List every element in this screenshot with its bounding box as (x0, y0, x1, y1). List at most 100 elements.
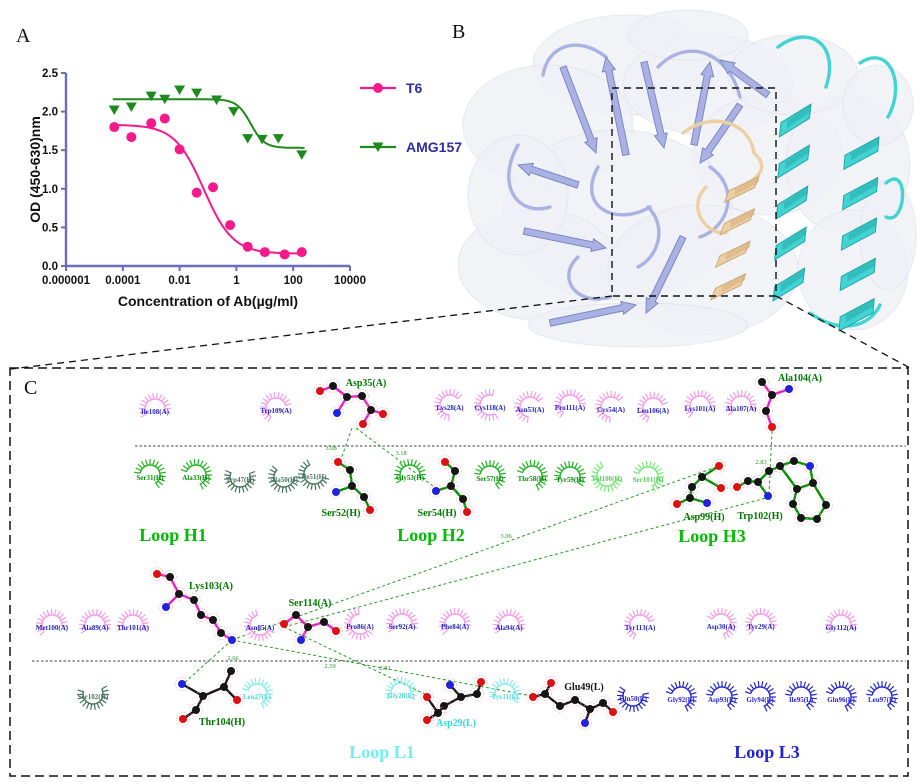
atom-halo (340, 390, 354, 404)
arc-spoke (282, 395, 288, 401)
atom-halo (225, 633, 239, 647)
arc-spoke (684, 682, 689, 689)
atom-C (686, 494, 694, 502)
atom-C (473, 690, 481, 698)
data-point-T6 (296, 247, 307, 258)
arc-spoke (145, 459, 148, 466)
arc-spoke (394, 609, 399, 616)
atom-C (822, 501, 830, 509)
cyan-helix-1-coil-back (782, 227, 807, 251)
atom-C (367, 406, 375, 414)
arc-spoke (651, 485, 656, 492)
arc-spoke (757, 681, 760, 688)
arc-spoke (731, 693, 738, 696)
arc-spoke (96, 702, 101, 709)
arc-spoke (624, 627, 631, 631)
residue-arc: Tyr31(L) (489, 677, 522, 704)
atom-halo (345, 479, 359, 493)
arc-spoke (744, 690, 751, 695)
arc-spoke (407, 459, 410, 466)
cyan-helix-2-coil-back (849, 177, 878, 201)
hbond-distance-label: 2.81 (379, 665, 390, 672)
arc-spoke (319, 481, 325, 487)
atom-N (432, 487, 440, 495)
cyan-loop (858, 56, 898, 119)
atom-halo (329, 485, 343, 499)
arc-spoke (310, 483, 313, 490)
atom-N (178, 680, 186, 688)
arc-spoke (439, 412, 445, 419)
atom-C (688, 483, 696, 491)
residue-arc: Asn85(A) (244, 609, 275, 642)
arc-spoke (485, 460, 488, 467)
arc-spoke (554, 478, 561, 481)
arc-spoke (689, 393, 695, 399)
loop-label: Loop L3 (734, 742, 800, 762)
arc-spoke (763, 705, 768, 712)
beta-strand-arrow (601, 55, 630, 157)
arc-spoke (535, 461, 540, 468)
arc-spoke (225, 480, 232, 485)
arc-spoke (293, 479, 300, 482)
arc-spoke (85, 702, 90, 709)
atom-C (192, 706, 200, 714)
arc-spoke (535, 484, 540, 491)
arc-spoke (889, 685, 895, 691)
atom-O (423, 716, 431, 724)
beta-strand-arrow (645, 234, 687, 315)
atom-C (220, 683, 228, 691)
arc-spoke (344, 625, 351, 628)
arc-spoke (535, 394, 541, 400)
arc-spoke (578, 468, 585, 473)
atom-halo (326, 379, 340, 393)
atom-halo (230, 693, 244, 707)
legend-marker-AMG157 (372, 142, 384, 152)
arc-spoke (269, 392, 273, 399)
residue-arc: Asp93(L) (706, 681, 738, 711)
arc-body (144, 398, 166, 415)
arc-spoke (139, 403, 146, 407)
residue-arc-label: Ala107(A) (726, 405, 757, 413)
arc-spoke (541, 478, 548, 481)
arc-spoke (846, 612, 852, 618)
arc-spoke (346, 614, 353, 619)
bond (180, 682, 205, 698)
arc-body (629, 614, 651, 635)
atom-C (744, 477, 752, 485)
arc-spoke (579, 472, 586, 476)
arc-spoke (576, 465, 582, 471)
arc-spoke (134, 471, 141, 474)
arc-body (750, 613, 772, 631)
arc-spoke (541, 471, 548, 474)
residue-arc-label: Tyr29(A) (747, 623, 775, 631)
arc-spoke (533, 391, 537, 398)
arc-spoke (104, 619, 111, 623)
arc-spoke (838, 609, 841, 616)
arc-spoke (164, 410, 171, 414)
residue-arc: Ile95(L) (785, 681, 817, 711)
arc-spoke (727, 411, 734, 416)
cyan-helix-1-coil-back (780, 268, 805, 292)
atom-halo (526, 690, 540, 704)
atom-halo (356, 417, 370, 431)
arc-spoke (808, 685, 814, 691)
arc-spoke (612, 483, 618, 489)
arc-spoke (128, 609, 132, 616)
arc-spoke (249, 478, 256, 481)
arc-spoke (629, 632, 634, 638)
atom-C (227, 667, 235, 675)
panel-c-border (9, 367, 909, 777)
atom-N (228, 636, 236, 644)
arc-spoke (599, 461, 604, 468)
arc-spoke (37, 628, 44, 633)
arc-spoke (769, 692, 776, 695)
arc-spoke (891, 697, 898, 700)
hydrogen-bond (283, 497, 767, 628)
arc-spoke (386, 618, 393, 622)
arc-spoke (810, 700, 817, 704)
arc-spoke (660, 397, 667, 403)
arc-spoke (682, 681, 685, 688)
beta-strand-arrow (559, 65, 598, 155)
atom-C (346, 466, 354, 474)
atom-halo (224, 664, 238, 678)
